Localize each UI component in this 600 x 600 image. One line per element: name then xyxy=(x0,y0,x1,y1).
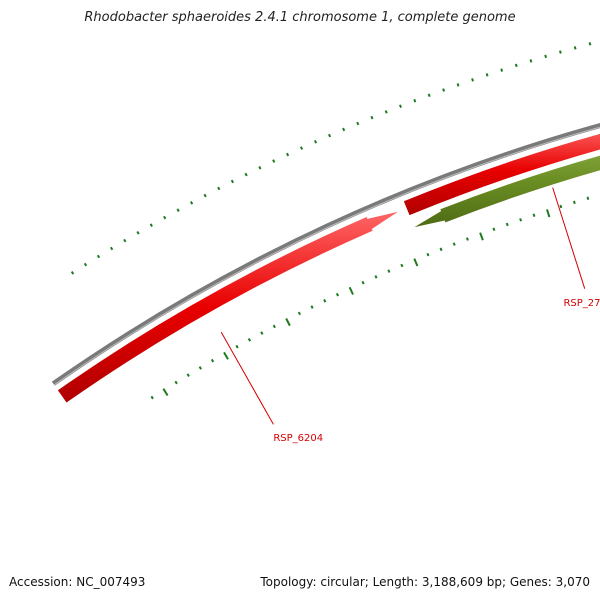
minor-tick-mark xyxy=(328,133,332,138)
minor-tick-mark xyxy=(384,110,388,114)
minor-tick-mark xyxy=(149,223,153,227)
gene-label-rsp6204[interactable]: RSP_6204 xyxy=(273,433,323,444)
genome-backbone xyxy=(51,123,600,386)
minor-tick-mark xyxy=(190,201,194,205)
minor-tick-mark xyxy=(272,159,276,163)
inner-tick-mark xyxy=(335,292,340,297)
minor-tick-mark xyxy=(485,73,489,77)
inner-tick-mark xyxy=(519,218,523,222)
inner-tick-mark xyxy=(150,395,154,400)
inner-tick-mark xyxy=(174,380,178,385)
inner-tick-mark xyxy=(310,305,314,309)
minor-tick-mark xyxy=(163,215,167,220)
minor-tick-mark xyxy=(456,83,460,87)
minor-tick-mark xyxy=(299,146,304,150)
minor-tick-mark xyxy=(244,172,248,177)
map-title: Rhodobacter sphaeroides 2.4.1 chromosome… xyxy=(84,10,516,25)
minor-tick-mark xyxy=(559,50,562,54)
minor-tick-mark xyxy=(514,63,518,68)
accession-text: Accession: NC_007493 xyxy=(9,575,146,589)
inner-tick-mark xyxy=(223,351,229,360)
inner-tick-mark xyxy=(162,388,169,397)
inner-tick-mark xyxy=(323,299,327,303)
minor-tick-mark xyxy=(356,121,360,126)
minor-tick-mark xyxy=(413,98,417,103)
minor-tick-mark xyxy=(399,104,402,108)
minor-tick-mark xyxy=(70,271,75,275)
minor-tick-mark xyxy=(313,139,318,144)
inner-tick-mark xyxy=(374,275,378,279)
inner-tick-mark xyxy=(492,227,496,231)
gene-arrow-rsp6204[interactable] xyxy=(57,211,399,403)
inner-tick-mark xyxy=(297,311,301,316)
minor-tick-mark xyxy=(442,88,446,92)
inner-tick-mark xyxy=(465,237,469,241)
minor-tick-mark xyxy=(471,78,474,82)
minor-tick-mark xyxy=(573,46,577,50)
minor-tick-mark xyxy=(544,54,548,59)
minor-tick-mark xyxy=(96,254,101,259)
minor-tick-mark xyxy=(427,93,431,98)
minor-tick-mark xyxy=(109,246,114,251)
minor-tick-mark xyxy=(230,179,234,184)
minor-tick-mark xyxy=(529,59,533,63)
inner-tick-mark xyxy=(426,252,430,257)
minor-tick-mark xyxy=(123,238,127,243)
inner-tick-mark xyxy=(198,366,202,370)
minor-tick-mark xyxy=(342,127,346,132)
inner-tick-mark xyxy=(387,269,391,273)
inner-tick-mark xyxy=(361,280,365,285)
minor-tick-mark xyxy=(136,231,140,235)
inner-tick-mark xyxy=(235,344,239,349)
inner-tick-mark xyxy=(348,286,354,295)
genome-backbone-highlight xyxy=(53,126,600,386)
inner-tick-mark xyxy=(452,242,456,246)
inner-tick-mark xyxy=(532,213,536,218)
minor-tick-mark xyxy=(500,68,504,72)
minor-tick-mark xyxy=(83,262,88,267)
inner-tick-mark xyxy=(272,324,276,329)
inner-tick-mark xyxy=(285,318,291,327)
minor-tick-mark xyxy=(370,115,374,120)
inner-tick-mark xyxy=(545,209,551,218)
genome-stats-text: Topology: circular; Length: 3,188,609 bp… xyxy=(260,575,590,589)
minor-tick-mark xyxy=(203,193,207,198)
gene-callout-line xyxy=(220,331,274,425)
inner-tick-mark xyxy=(586,196,590,200)
inner-tick-mark xyxy=(413,258,419,267)
gene-label-rsp2711[interactable]: RSP_2711 xyxy=(563,298,600,309)
gene-arrow-rsp2711-reverse[interactable] xyxy=(414,134,600,228)
minor-tick-mark xyxy=(217,186,221,191)
inner-tick-mark xyxy=(400,263,404,268)
inner-tick-mark xyxy=(247,338,252,342)
inner-tick-mark xyxy=(572,200,576,205)
inner-tick-mark xyxy=(210,358,215,363)
inner-tick-mark xyxy=(260,331,264,335)
inner-tick-mark xyxy=(439,247,443,252)
inner-tick-mark xyxy=(505,222,509,227)
inner-tick-mark xyxy=(559,204,563,209)
inner-tick-mark xyxy=(186,373,190,377)
inner-tick-mark xyxy=(479,232,484,241)
minor-tick-mark xyxy=(176,208,180,212)
minor-tick-mark xyxy=(286,152,290,157)
minor-tick-mark xyxy=(258,165,262,170)
gene-callout-line xyxy=(552,187,586,289)
gene-arrow-rsp2711[interactable] xyxy=(403,125,600,216)
minor-tick-mark xyxy=(588,42,592,46)
